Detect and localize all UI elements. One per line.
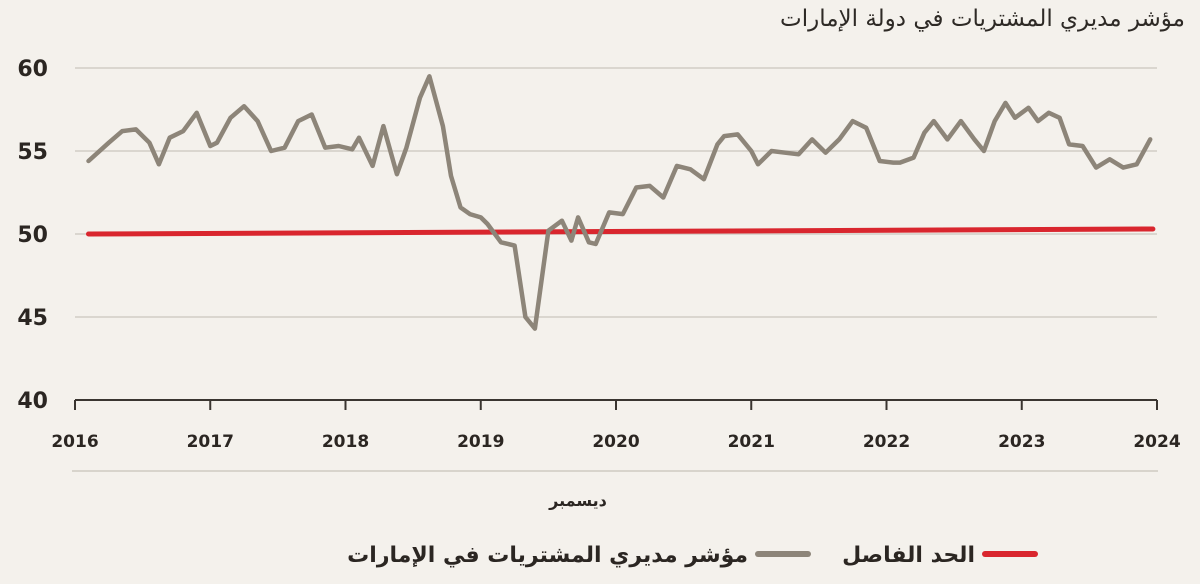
y-tick-label: 60 [17, 57, 48, 82]
gridlines [75, 67, 1157, 318]
legend-label: الحد الفاصل [842, 543, 975, 568]
x-tick-label: 2019 [457, 432, 504, 452]
y-tick-label: 50 [17, 223, 48, 248]
y-tick-label: 45 [17, 306, 48, 331]
x-tick-label: 2016 [51, 432, 98, 452]
y-axis: 40 45 50 55 60 [17, 57, 48, 414]
legend: الحد الفاصل مؤشر مديري المشتريات في الإما… [347, 543, 1038, 568]
chart-title: مؤشر مديري المشتريات في دولة الإمارات [780, 6, 1185, 32]
threshold-line [86, 226, 1156, 237]
x-tick-label: 2017 [187, 432, 234, 452]
x-tick-label: 2018 [322, 432, 369, 452]
x-tick-labels: 2016 2017 2018 2019 2020 2021 2022 2023 2024 [51, 432, 1180, 452]
series-group [86, 74, 1156, 331]
x-tick-label: 2023 [998, 432, 1045, 452]
x-tick-label: 2024 [1133, 432, 1180, 452]
legend-item-threshold: الحد الفاصل [842, 543, 1038, 568]
x-tick-label: 2021 [728, 432, 775, 452]
x-axis-label: ديسمبر [548, 491, 607, 510]
y-tick-label: 55 [17, 140, 48, 165]
pmi-series-line [86, 74, 1153, 331]
x-tick-label: 2022 [863, 432, 910, 452]
y-tick-label: 40 [17, 389, 48, 414]
x-tick-label: 2020 [592, 432, 639, 452]
x-axis [74, 399, 1158, 410]
legend-label: مؤشر مديري المشتريات في الإمارات [347, 543, 748, 568]
legend-item-pmi: مؤشر مديري المشتريات في الإمارات [347, 543, 811, 568]
